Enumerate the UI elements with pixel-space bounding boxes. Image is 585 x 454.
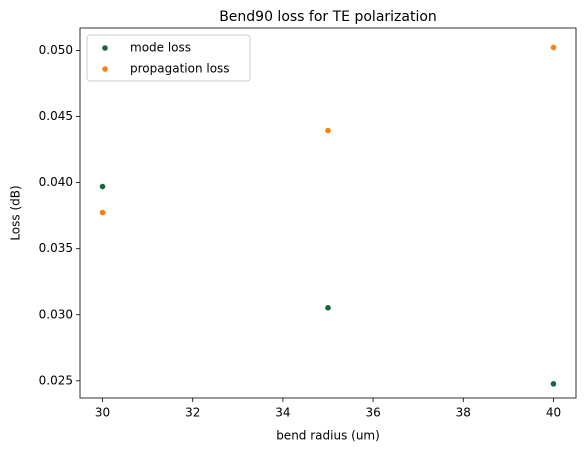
x-tick-label: 34 <box>275 406 290 420</box>
x-axis-label: bend radius (um) <box>276 429 380 443</box>
point <box>325 127 331 134</box>
point <box>550 44 557 51</box>
legend-marker <box>102 45 108 51</box>
y-tick-label: 0.050 <box>39 43 73 57</box>
chart-title: Bend90 loss for TE polarization <box>219 9 437 25</box>
y-axis-label: Loss (dB) <box>9 185 23 240</box>
plot-frame <box>79 27 577 399</box>
y-tick-label: 0.045 <box>39 109 73 123</box>
legend-label: propagation loss <box>130 62 230 76</box>
y-tick-label: 0.035 <box>39 241 73 255</box>
point <box>550 381 557 387</box>
x-tick-label: 40 <box>546 406 561 420</box>
y-tick-label: 0.030 <box>39 307 73 321</box>
x-tick-label: 36 <box>365 406 380 420</box>
point <box>99 209 106 216</box>
y-tick-label: 0.040 <box>39 175 73 189</box>
point <box>325 304 331 311</box>
x-tick-label: 30 <box>95 406 110 420</box>
point <box>99 183 106 190</box>
x-tick-label: 38 <box>456 406 471 420</box>
x-tick-label: 32 <box>185 406 200 420</box>
y-tick-label: 0.025 <box>39 373 73 387</box>
legend-box <box>86 34 251 82</box>
legend-label: mode loss <box>130 41 191 55</box>
legend-marker <box>102 66 108 72</box>
